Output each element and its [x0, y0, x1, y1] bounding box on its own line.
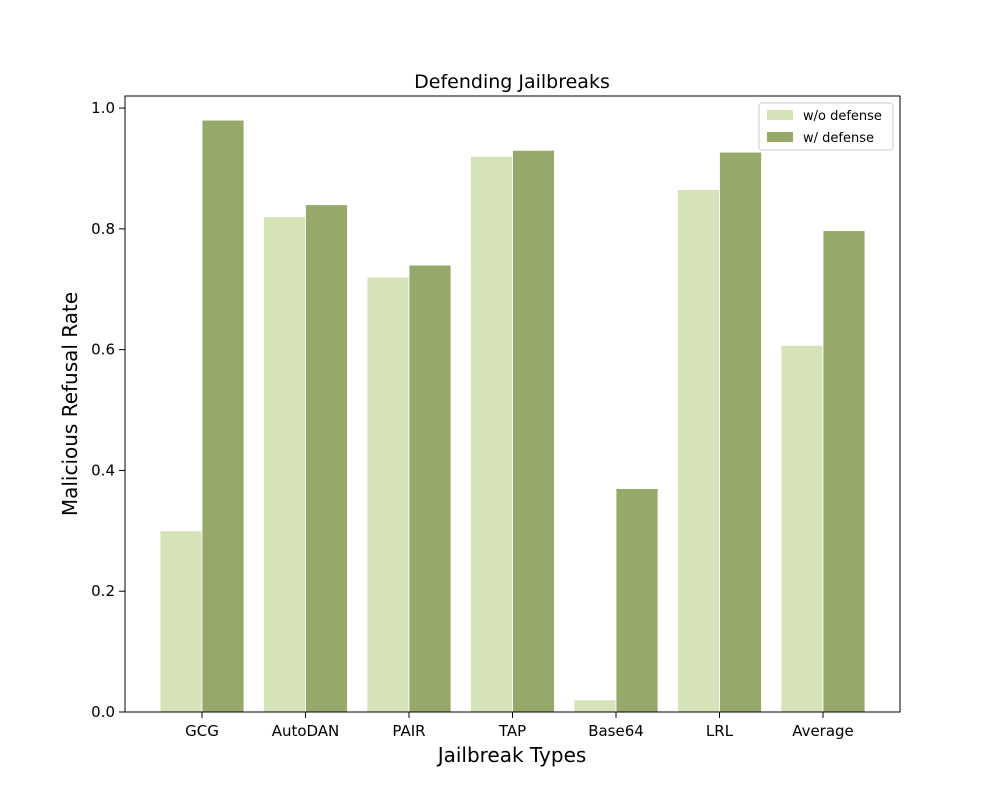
bar-without-defense-gcg — [159, 530, 203, 713]
y-tick-label: 0.2 — [91, 582, 115, 600]
bar-without-defense-pair — [366, 276, 410, 713]
y-ticks: 0.0 0.2 0.4 0.6 0.8 1.0 — [91, 99, 125, 721]
x-axis-label: Jailbreak Types — [436, 743, 587, 767]
bar-with-defense-lrl — [719, 151, 762, 713]
x-tick-label: PAIR — [392, 722, 425, 740]
y-tick-label: 0.8 — [91, 220, 115, 238]
legend-swatch — [767, 110, 793, 120]
y-axis-label: Malicious Refusal Rate — [58, 292, 82, 516]
bar-without-defense-tap — [470, 155, 513, 713]
bars-layer — [159, 119, 866, 713]
legend-label: w/o defense — [803, 109, 882, 124]
x-tick-label: Base64 — [588, 722, 644, 740]
bar-with-defense-base64 — [615, 488, 659, 713]
bar-with-defense-gcg — [201, 119, 245, 713]
bar-with-defense-autodan — [305, 204, 348, 713]
bar-without-defense-base64 — [573, 699, 617, 713]
x-tick-label: Average — [792, 722, 854, 740]
x-tick-label: TAP — [498, 722, 526, 740]
legend: w/o defense w/ defense — [758, 102, 894, 151]
x-tick-label: GCG — [185, 722, 219, 740]
legend-swatch — [767, 132, 793, 142]
plot-frame — [124, 95, 901, 713]
y-tick-label: 0.0 — [91, 703, 115, 721]
bar-with-defense-average — [822, 230, 866, 713]
bar-without-defense-lrl — [677, 189, 720, 713]
y-tick-label: 0.4 — [91, 461, 115, 479]
y-tick-label: 1.0 — [91, 99, 115, 117]
bar-without-defense-autodan — [263, 216, 306, 713]
bar-with-defense-tap — [512, 149, 555, 713]
y-tick-label: 0.6 — [91, 341, 115, 359]
x-tick-label: LRL — [706, 722, 734, 740]
x-ticks: GCG AutoDAN PAIR TAP Base64 LRL Average — [185, 712, 854, 740]
bar-with-defense-pair — [408, 264, 452, 713]
bar-without-defense-average — [780, 345, 824, 713]
chart-title: Defending Jailbreaks — [414, 71, 610, 93]
legend-label: w/ defense — [803, 131, 874, 146]
x-tick-label: AutoDAN — [272, 722, 340, 740]
